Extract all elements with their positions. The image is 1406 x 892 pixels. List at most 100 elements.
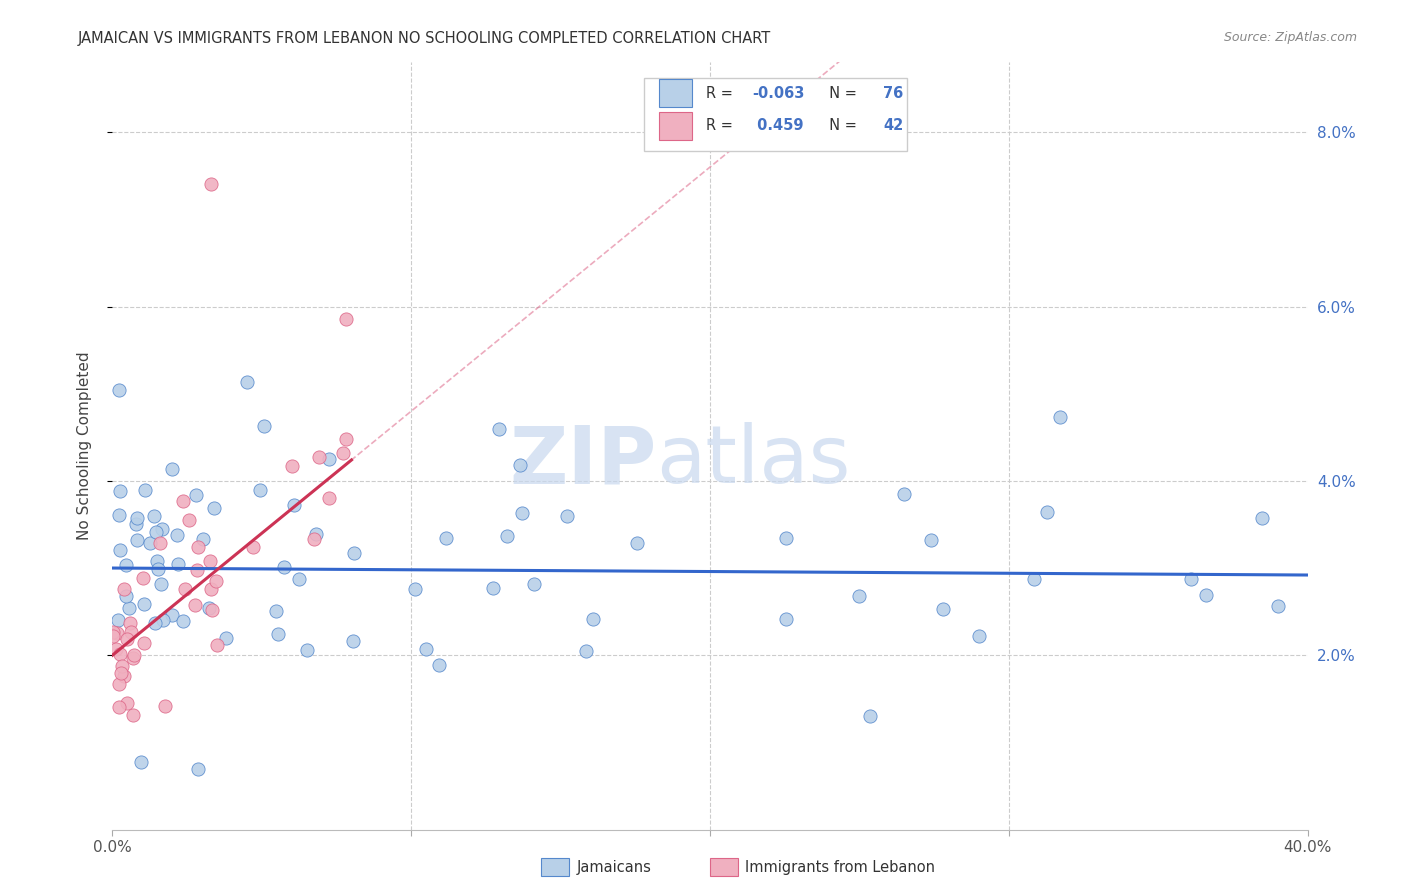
Point: [295, 643, 318, 657]
Point: [404, 582, 426, 596]
FancyBboxPatch shape: [658, 112, 692, 140]
Text: Jamaicans: Jamaicans: [576, 860, 651, 874]
Point: [111, 658, 134, 673]
Point: [125, 516, 148, 531]
Point: [200, 178, 222, 192]
Point: [125, 533, 148, 548]
FancyBboxPatch shape: [658, 79, 692, 107]
Point: [166, 528, 188, 542]
Point: [273, 559, 295, 574]
Point: [1022, 572, 1045, 586]
Text: 76: 76: [883, 86, 904, 101]
Point: [132, 597, 155, 611]
Point: [132, 571, 155, 585]
Point: [342, 633, 364, 648]
Point: [108, 647, 131, 661]
Point: [201, 603, 224, 617]
Point: [434, 531, 457, 545]
Point: [149, 535, 172, 549]
Point: [1250, 511, 1272, 525]
Point: [125, 510, 148, 524]
Point: [267, 627, 290, 641]
Point: [1049, 409, 1071, 424]
Point: [110, 483, 132, 498]
Point: [302, 532, 325, 546]
Point: [121, 624, 143, 639]
Text: N =: N =: [820, 86, 862, 101]
Point: [415, 641, 437, 656]
Point: [496, 529, 519, 543]
Point: [932, 602, 955, 616]
Text: N =: N =: [820, 119, 862, 134]
Point: [283, 498, 305, 512]
Point: [108, 508, 131, 523]
Point: [1194, 589, 1216, 603]
Point: [108, 542, 131, 557]
Point: [920, 533, 942, 547]
Point: [318, 491, 340, 505]
Point: [197, 600, 219, 615]
Point: [482, 582, 505, 596]
Point: [145, 525, 167, 540]
Point: [859, 709, 882, 723]
Point: [112, 669, 135, 683]
Point: [153, 698, 176, 713]
Point: [112, 582, 135, 596]
Text: 42: 42: [883, 119, 904, 134]
Point: [115, 589, 138, 603]
Point: [121, 650, 143, 665]
Point: [967, 629, 990, 643]
Point: [215, 631, 238, 645]
Point: [101, 625, 124, 640]
Point: [198, 554, 221, 568]
Point: [115, 696, 138, 710]
Point: [107, 613, 129, 627]
Point: [110, 666, 132, 681]
Text: R =: R =: [706, 86, 738, 101]
Point: [186, 488, 208, 502]
Point: [509, 458, 531, 472]
Point: [152, 613, 174, 627]
Point: [236, 376, 259, 390]
Point: [172, 614, 194, 628]
Point: [893, 486, 915, 500]
Point: [488, 422, 510, 436]
Point: [775, 531, 797, 545]
Point: [575, 644, 598, 658]
Point: [200, 582, 222, 597]
Point: [281, 459, 304, 474]
Point: [252, 419, 274, 434]
Point: [187, 762, 209, 776]
Point: [143, 616, 166, 631]
Point: [172, 494, 194, 508]
Point: [343, 546, 366, 560]
Point: [335, 311, 357, 326]
Point: [145, 554, 167, 568]
Point: [150, 522, 173, 536]
Point: [184, 598, 207, 612]
Point: [150, 576, 173, 591]
Text: Source: ZipAtlas.com: Source: ZipAtlas.com: [1223, 31, 1357, 45]
Point: [129, 755, 152, 769]
FancyBboxPatch shape: [644, 78, 907, 151]
Point: [108, 699, 131, 714]
Point: [523, 577, 546, 591]
Point: [101, 629, 124, 643]
Point: [120, 615, 142, 630]
Point: [118, 601, 141, 615]
Point: [167, 557, 190, 571]
Point: [105, 642, 128, 657]
Point: [555, 508, 578, 523]
Point: [122, 648, 145, 663]
Point: [114, 558, 136, 572]
Text: -0.063: -0.063: [752, 86, 804, 101]
Point: [429, 657, 451, 672]
Point: [202, 501, 225, 516]
Point: [122, 708, 145, 723]
Point: [174, 582, 197, 597]
Text: ZIP: ZIP: [509, 422, 657, 500]
Point: [305, 527, 328, 541]
Point: [335, 433, 357, 447]
Point: [108, 384, 131, 398]
Point: [187, 540, 209, 554]
